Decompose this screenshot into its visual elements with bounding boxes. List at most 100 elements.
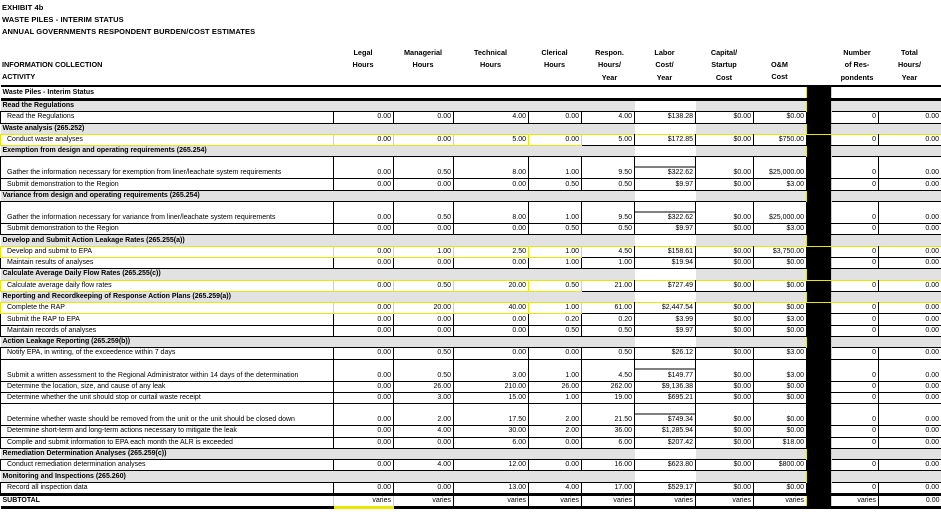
- cell-blank: [634, 190, 696, 202]
- cell-legal: 0.00: [333, 156, 394, 180]
- section-label: Exemption from design and operating requ…: [0, 145, 635, 157]
- cell-respon-hours: 1.00: [581, 256, 635, 270]
- cell-capital-cost: $0.00: [695, 380, 754, 393]
- cell-total-hours: 0.00: [878, 133, 941, 147]
- section-header-row: Read the Regulations: [0, 99, 941, 112]
- table-row: Compile and submit information to EPA ea…: [0, 436, 941, 449]
- separator-column: [806, 190, 832, 202]
- cell-technical: 210.00: [453, 380, 529, 393]
- cell-labor-cost: $172.85: [634, 133, 696, 147]
- activity-label: Gather the information necessary for exe…: [0, 156, 334, 180]
- cell-labor-cost: $207.42: [634, 436, 696, 449]
- cell-respon-hours: 0.50: [581, 324, 635, 338]
- col-header-clerical: Clerical Hours: [541, 48, 568, 70]
- cell-respondents: 0: [831, 425, 879, 438]
- separator-column: [806, 493, 832, 510]
- cell-blank: [634, 99, 696, 112]
- cell-om-cost: $0.00: [753, 425, 807, 438]
- cell-labor-cost: $322.62: [634, 201, 696, 225]
- table-row: Determine the location, size, and cause …: [0, 380, 941, 393]
- cell-om-cost: $3.00: [753, 223, 807, 236]
- cell-blank: [634, 268, 696, 281]
- cell-om-cost: $0.00: [753, 391, 807, 405]
- cell-om-cost: $3.00: [753, 178, 807, 191]
- cell-om-cost: $3.00: [753, 313, 807, 326]
- cell-clerical: varies: [528, 493, 582, 510]
- cell-blank: [831, 470, 941, 483]
- cell-technical: 0.00: [453, 313, 529, 326]
- cell-total-hours: 0.00: [878, 493, 941, 510]
- cell-om-cost: $0.00: [753, 256, 807, 270]
- cell-legal: 0.00: [333, 436, 394, 449]
- cell-om-cost: $0.00: [753, 279, 807, 292]
- table-row: Complete the RAP 0.00 20.00 40.00 1.00 61.00 $…: [0, 302, 941, 315]
- section-header-row: Reporting and Recordkeeping of Response …: [0, 291, 941, 303]
- table-row: Submit demonstration to the Region 0.00 0.…: [0, 223, 941, 236]
- cell-respondents: 0: [831, 324, 879, 338]
- cell-legal: varies: [333, 493, 394, 510]
- cell-total-hours: 0.00: [878, 347, 941, 360]
- cell-managerial: 0.00: [393, 256, 454, 270]
- cell-labor-cost: $158.61: [634, 245, 696, 258]
- activity-label: Determine whether waste should be remove…: [0, 403, 334, 427]
- cell-managerial: 0.00: [393, 324, 454, 338]
- cell-respon-hours: varies: [581, 493, 635, 510]
- activity-label: Submit the RAP to EPA: [0, 313, 334, 326]
- activity-label: Submit demonstration to the Region: [0, 223, 334, 236]
- separator-column: [806, 234, 832, 247]
- cell-blank: [831, 336, 941, 348]
- cell-capital-cost: $0.00: [695, 403, 754, 427]
- cell-managerial: 1.00: [393, 245, 454, 258]
- table-row: Notify EPA, in writing, of the exceedenc…: [0, 347, 941, 360]
- cell-blank: [695, 99, 807, 112]
- cell-blank: [831, 291, 941, 303]
- cell-total-hours: 0.00: [878, 459, 941, 472]
- col-header-activity: INFORMATION COLLECTION ACTIVITY: [2, 60, 103, 82]
- cell-respon-hours: 4.00: [581, 111, 635, 124]
- cell-respon-hours: 0.20: [581, 313, 635, 326]
- cell-labor-cost: $3.99: [634, 313, 696, 326]
- section-label: Variance from design and operating requi…: [0, 190, 635, 202]
- cell-managerial: 0.00: [393, 133, 454, 147]
- cell-technical: varies: [453, 493, 529, 510]
- section-label: Waste analysis (265.252): [0, 123, 635, 135]
- cell-clerical: 0.20: [528, 313, 582, 326]
- section-header-row: Action Leakage Reporting (265.259(b)): [0, 336, 941, 348]
- cell-managerial: 0.00: [393, 436, 454, 449]
- cell-labor-cost: $529.17: [634, 481, 696, 496]
- cell-clerical: 0.50: [528, 178, 582, 191]
- cell-legal: 0.00: [333, 313, 394, 326]
- cell-blank: [634, 448, 696, 460]
- activity-label: Submit demonstration to the Region: [0, 178, 334, 191]
- cell-managerial: 0.50: [393, 156, 454, 180]
- cell-blank: [634, 470, 696, 483]
- separator-column: [806, 358, 832, 382]
- cell-blank: [634, 123, 696, 135]
- cell-technical: 30.00: [453, 425, 529, 438]
- cell-respon-hours: 19.00: [581, 391, 635, 405]
- cell-capital-cost: $0.00: [695, 347, 754, 360]
- cell-respondents: 0: [831, 347, 879, 360]
- cell-blank: [831, 448, 941, 460]
- cell-respon-hours: 16.00: [581, 459, 635, 472]
- separator-column: [806, 481, 832, 496]
- cell-blank: [695, 190, 807, 202]
- cell-clerical: 0.50: [528, 279, 582, 292]
- separator-column: [806, 391, 832, 405]
- exhibit-number: EXHIBIT 4b: [2, 3, 44, 12]
- separator-column: [806, 470, 832, 483]
- cell-capital-cost: $0.00: [695, 324, 754, 338]
- cell-total-hours: 0.00: [878, 391, 941, 405]
- cell-respon-hours: 9.50: [581, 201, 635, 225]
- cell-om-cost: $3.00: [753, 358, 807, 382]
- cell-respondents: 0: [831, 256, 879, 270]
- cell-clerical: 1.00: [528, 201, 582, 225]
- cell-blank: [831, 99, 941, 112]
- section-label: Remediation Determination Analyses (265.…: [0, 448, 635, 460]
- cell-respondents: 0: [831, 156, 879, 180]
- cell-technical: 13.00: [453, 481, 529, 496]
- cell-legal: 0.00: [333, 201, 394, 225]
- cell-technical: 5.00: [453, 133, 529, 147]
- cell-om-cost: $0.00: [753, 403, 807, 427]
- cell-capital-cost: $0.00: [695, 201, 754, 225]
